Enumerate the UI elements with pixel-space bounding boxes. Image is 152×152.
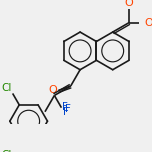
Text: Cl: Cl xyxy=(2,83,12,93)
Text: O: O xyxy=(144,18,152,28)
Text: O: O xyxy=(48,85,57,95)
Text: Cl: Cl xyxy=(2,150,12,152)
Text: F: F xyxy=(65,104,71,114)
Text: O: O xyxy=(125,0,133,8)
Text: F: F xyxy=(62,102,68,112)
Text: F: F xyxy=(63,107,69,117)
